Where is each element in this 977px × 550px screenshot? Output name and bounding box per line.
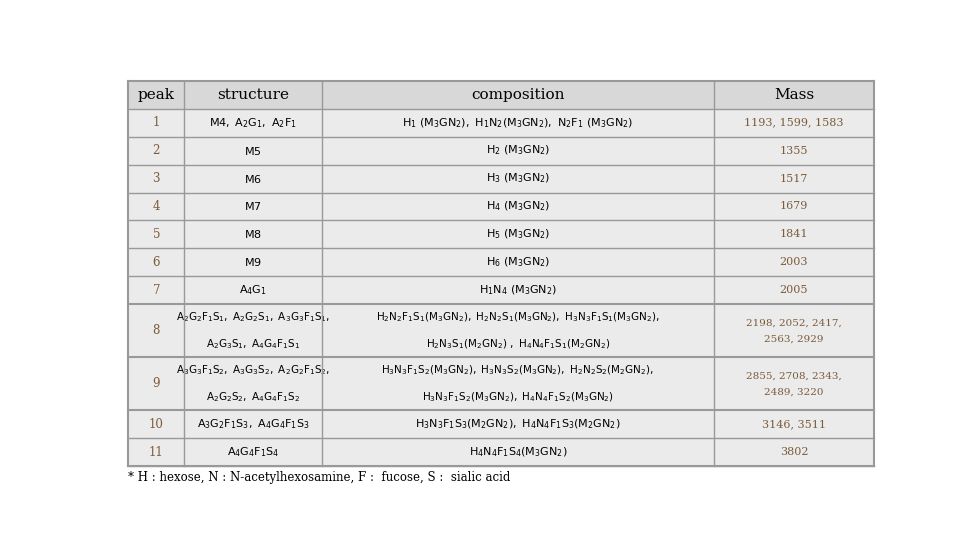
Text: $\mathrm{M5}$: $\mathrm{M5}$ [244, 145, 262, 157]
Text: 5: 5 [152, 228, 160, 241]
Text: $\mathrm{H_1\ (M_3GN_2),\ H_1N_2(M_3GN_2),\ N_2F_1\ (M_3GN_2)}$: $\mathrm{H_1\ (M_3GN_2),\ H_1N_2(M_3GN_2… [402, 116, 633, 129]
Text: 11: 11 [149, 446, 163, 459]
Text: 1355: 1355 [779, 146, 807, 156]
Text: 2855, 2708, 2343,: 2855, 2708, 2343, [745, 371, 841, 381]
Text: 3: 3 [152, 172, 160, 185]
Text: * H : hexose, N : N-acetylhexosamine, F :  fucose, S :  sialic acid: * H : hexose, N : N-acetylhexosamine, F … [128, 471, 510, 485]
Text: 1193, 1599, 1583: 1193, 1599, 1583 [743, 118, 843, 128]
Text: 1517: 1517 [779, 174, 807, 184]
Text: 1841: 1841 [779, 229, 807, 239]
Text: 1: 1 [152, 116, 160, 129]
Bar [128, 438, 873, 466]
Bar [128, 137, 873, 164]
Text: 2198, 2052, 2417,: 2198, 2052, 2417, [745, 318, 841, 327]
Bar [128, 358, 873, 410]
Text: structure: structure [217, 88, 289, 102]
Text: 2003: 2003 [779, 257, 807, 267]
Text: 2563, 2929: 2563, 2929 [763, 334, 823, 343]
Text: 9: 9 [152, 377, 160, 390]
Text: $\mathrm{H_2N_3S_1(M_2GN_2)\ ,\ H_4N_4F_1S_1(M_2GN_2)}$: $\mathrm{H_2N_3S_1(M_2GN_2)\ ,\ H_4N_4F_… [425, 337, 610, 351]
Bar [128, 81, 873, 109]
Text: $\mathrm{M8}$: $\mathrm{M8}$ [244, 228, 262, 240]
Text: $\mathrm{A_2G_3S_1,\ A_4G_4F_1S_1}$: $\mathrm{A_2G_3S_1,\ A_4G_4F_1S_1}$ [206, 337, 300, 351]
Text: 6: 6 [152, 256, 160, 269]
Text: $\mathrm{H_1N_4\ (M_3GN_2)}$: $\mathrm{H_1N_4\ (M_3GN_2)}$ [479, 283, 557, 297]
Bar [128, 192, 873, 221]
Text: $\mathrm{H_2N_2F_1S_1(M_3GN_2),\ H_2N_2S_1(M_3GN_2),\ H_3N_3F_1S_1(M_3GN_2),}$: $\mathrm{H_2N_2F_1S_1(M_3GN_2),\ H_2N_2S… [375, 311, 659, 324]
Bar [128, 109, 873, 137]
Text: $\mathrm{H_3N_3F_1S_3(M_2GN_2),\ H_4N_4F_1S_3(M_2GN_2)}$: $\mathrm{H_3N_3F_1S_3(M_2GN_2),\ H_4N_4F… [415, 417, 620, 431]
Text: $\mathrm{H_5\ (M_3GN_2)}$: $\mathrm{H_5\ (M_3GN_2)}$ [486, 228, 550, 241]
Bar [128, 221, 873, 249]
Text: $\mathrm{M7}$: $\mathrm{M7}$ [244, 201, 262, 212]
Text: $\mathrm{H_3\ (M_3GN_2)}$: $\mathrm{H_3\ (M_3GN_2)}$ [486, 172, 550, 185]
Text: peak: peak [138, 88, 175, 102]
Text: $\mathrm{H_4\ (M_3GN_2)}$: $\mathrm{H_4\ (M_3GN_2)}$ [486, 200, 550, 213]
Text: $\mathrm{A_3G_2F_1S_3,\ A_4G_4F_1S_3}$: $\mathrm{A_3G_2F_1S_3,\ A_4G_4F_1S_3}$ [196, 417, 309, 431]
Bar [128, 249, 873, 276]
Text: $\mathrm{H_2\ (M_3GN_2)}$: $\mathrm{H_2\ (M_3GN_2)}$ [486, 144, 550, 157]
Text: $\mathrm{M6}$: $\mathrm{M6}$ [244, 173, 262, 185]
Text: $\mathrm{H_4N_4F_1S_4(M_3GN_2)}$: $\mathrm{H_4N_4F_1S_4(M_3GN_2)}$ [468, 446, 567, 459]
Text: $\mathrm{H_6\ (M_3GN_2)}$: $\mathrm{H_6\ (M_3GN_2)}$ [486, 256, 550, 269]
Text: 3146, 3511: 3146, 3511 [761, 419, 826, 430]
Bar [128, 410, 873, 438]
Text: 2: 2 [152, 144, 160, 157]
Text: $\mathrm{A_3G_3F_1S_2,\ A_3G_3S_2,\ A_2G_2F_1S_2,}$: $\mathrm{A_3G_3F_1S_2,\ A_3G_3S_2,\ A_2G… [176, 364, 330, 377]
Bar [128, 276, 873, 304]
Text: 8: 8 [152, 324, 160, 337]
Text: $\mathrm{A_2G_2F_1S_1,\ A_2G_2S_1,\ A_3G_3F_1S_1,}$: $\mathrm{A_2G_2F_1S_1,\ A_2G_2S_1,\ A_3G… [176, 311, 330, 324]
Text: composition: composition [471, 88, 564, 102]
Text: $\mathrm{M4,\ A_2G_1,\ A_2F_1}$: $\mathrm{M4,\ A_2G_1,\ A_2F_1}$ [209, 116, 297, 130]
Text: 4: 4 [152, 200, 160, 213]
Text: 10: 10 [149, 418, 163, 431]
Text: $\mathrm{A_4G_4F_1S_4}$: $\mathrm{A_4G_4F_1S_4}$ [227, 446, 279, 459]
Text: $\mathrm{A_4G_1}$: $\mathrm{A_4G_1}$ [239, 283, 267, 297]
Text: 3802: 3802 [779, 447, 807, 457]
Text: $\mathrm{A_2G_2S_2,\ A_4G_4F_1S_2}$: $\mathrm{A_2G_2S_2,\ A_4G_4F_1S_2}$ [206, 390, 300, 404]
Text: $\mathrm{M9}$: $\mathrm{M9}$ [244, 256, 262, 268]
Text: 1679: 1679 [779, 201, 807, 212]
Bar [128, 304, 873, 358]
Text: 7: 7 [152, 284, 160, 297]
Text: Mass: Mass [773, 88, 813, 102]
Text: $\mathrm{H_3N_3F_1S_2(M_3GN_2),\ H_3N_3S_2(M_3GN_2),\ H_2N_2S_2(M_2GN_2),}$: $\mathrm{H_3N_3F_1S_2(M_3GN_2),\ H_3N_3S… [381, 364, 654, 377]
Bar [128, 164, 873, 192]
Text: 2005: 2005 [779, 285, 807, 295]
Text: $\mathrm{H_3N_3F_1S_2(M_3GN_2),\ H_4N_4F_1S_2(M_3GN_2)}$: $\mathrm{H_3N_3F_1S_2(M_3GN_2),\ H_4N_4F… [422, 390, 614, 404]
Text: 2489, 3220: 2489, 3220 [763, 387, 823, 397]
